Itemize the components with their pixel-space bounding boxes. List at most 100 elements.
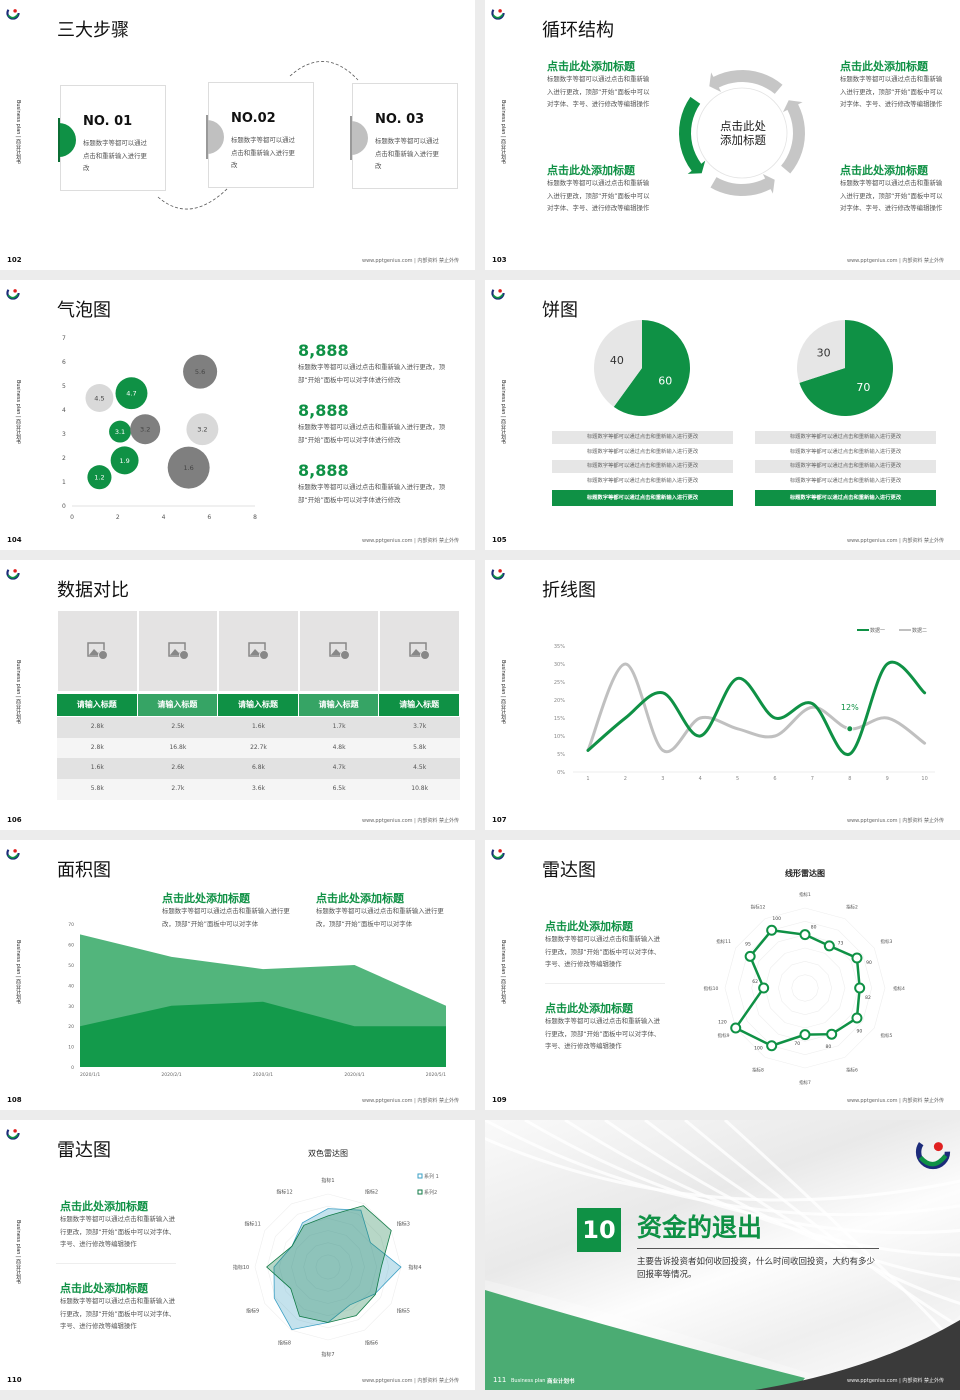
- y-tick-label: 70: [68, 922, 74, 928]
- slide-110[interactable]: 雷达图 Business plan | 商业计划书 110 www.pptgenius…: [0, 1120, 475, 1390]
- icon-plus: [420, 650, 431, 660]
- slide-105[interactable]: 饼图 Business plan | 商业计划书 105 www.pptgenius.…: [485, 280, 960, 550]
- slide-107[interactable]: 折线图 Business plan | 商业计划书 107 www.pptgenius…: [485, 560, 960, 830]
- slide-103[interactable]: 循环结构 Business plan | 商业计划书 103 www.pptgeniu…: [485, 0, 960, 270]
- radar-point: [766, 924, 778, 936]
- table-cell: 4.7k: [298, 758, 380, 780]
- slide-104[interactable]: 气泡图 Business plan | 商业计划书 104 www.pptgenius…: [0, 280, 475, 550]
- pie-label: 70: [856, 381, 870, 394]
- logo-icon: [491, 286, 505, 300]
- step-number: NO.02: [231, 111, 276, 126]
- legend-label: 数据一: [870, 627, 885, 634]
- slide-111[interactable]: 10 资金的退出 主要告诉投资者如何收回投资，什么时间收回投资，大约有多少回报率等情…: [485, 1120, 960, 1390]
- radar-axis-label: 指标10: [704, 985, 719, 992]
- logo-icon: [6, 846, 20, 860]
- legend-label: 系列2: [424, 1189, 437, 1196]
- radar-gridline: [764, 947, 846, 1029]
- logo-leaf: [492, 13, 504, 19]
- section-number: 10: [577, 1208, 621, 1252]
- slide-102[interactable]: 三大步骤 Business plan | 商业计划书 102 www.pptgeniu…: [0, 0, 475, 270]
- page-number: 104: [7, 536, 22, 544]
- radar-axis-label: 指标2: [365, 1189, 378, 1196]
- logo-leaf: [7, 293, 19, 299]
- table-cell: 16.8k: [137, 737, 219, 759]
- bubble-label: 1.9: [119, 457, 129, 465]
- bubble: [167, 446, 210, 489]
- y-tick-label: 15%: [554, 716, 565, 722]
- footer-text: www.pptgenius.com | 内部资料 禁止外传: [361, 1378, 459, 1384]
- radar-gridline: [778, 961, 832, 1015]
- x-tick-label: 2020/3/1: [253, 1072, 273, 1078]
- radar-axis-label: 指标1: [799, 891, 811, 898]
- section-heading: 点击此处添加标题: [545, 1002, 633, 1015]
- section-title: 资金的退出: [637, 1213, 763, 1242]
- radar-axis-label: 指标4: [408, 1264, 421, 1271]
- footer-text: www.pptgenius.com | 内部资料 禁止外传: [846, 1378, 944, 1384]
- logo-leaf: [492, 573, 504, 579]
- y-tick-label: 4: [62, 407, 66, 414]
- pie-legend-row: 标题数字等都可以通过点击和重新输入进行更改: [755, 460, 936, 473]
- table-cell: 2.7k: [137, 779, 219, 800]
- table-cell: 2.8k: [57, 737, 138, 759]
- image-placeholder[interactable]: [219, 611, 298, 691]
- image-add-icon: [167, 642, 189, 660]
- logo-leaf: [918, 1154, 948, 1167]
- logo-dot: [498, 289, 502, 293]
- page-title: 面积图: [57, 860, 111, 881]
- image-add-icon: [87, 642, 108, 660]
- x-tick-label: 8: [848, 776, 851, 782]
- page-title: 循环结构: [542, 20, 614, 41]
- slide-106[interactable]: 数据对比 Business plan | 商业计划书 106 www.pptgeniu…: [0, 560, 475, 830]
- chart-title: 双色雷达图: [308, 1148, 348, 1158]
- x-tick-label: 2020/2/1: [161, 1072, 181, 1078]
- sidebar-label: Business plan | 商业计划书: [15, 660, 21, 725]
- image-placeholder[interactable]: [58, 611, 137, 691]
- page-number: 108: [7, 1096, 22, 1104]
- page-title: 气泡图: [57, 300, 111, 321]
- divider: [545, 983, 665, 984]
- image-placeholder[interactable]: [138, 611, 218, 691]
- y-tick-label: 3: [62, 431, 66, 438]
- bubble-label: 4.5: [94, 395, 104, 403]
- logo-dot: [933, 1142, 943, 1152]
- logo-leaf: [7, 573, 19, 579]
- footer-brand: 商业计划书: [547, 1379, 575, 1385]
- sidebar-label: Business plan | 商业计划书: [500, 660, 506, 725]
- radar-point: [758, 982, 770, 994]
- page-title: 雷达图: [542, 860, 596, 881]
- bubble: [109, 420, 131, 443]
- radar-point: [826, 1028, 838, 1040]
- radar-value-label: 120: [718, 1019, 727, 1025]
- table-cell: 4.5k: [379, 758, 460, 780]
- slide-108[interactable]: 面积图 Business plan | 商业计划书 108 www.pptgenius…: [0, 840, 475, 1110]
- icon-frame: [329, 642, 347, 657]
- bubble-label: 1.6: [183, 464, 193, 472]
- slide-109[interactable]: 雷达图 Business plan | 商业计划书 109 www.pptgenius…: [485, 840, 960, 1110]
- table-cell: 6.5k: [298, 779, 380, 800]
- radar-point: [851, 1012, 863, 1024]
- icon-plus: [339, 650, 350, 660]
- radar-axis-label: 指标4: [893, 985, 905, 992]
- image-placeholder[interactable]: [380, 611, 459, 691]
- dual-radar-chart: 指标1 指标2 指标3 指标4 指标5 指标6 指标7 指标8 指标9 指标10 指标11 指标12 双…: [233, 1148, 439, 1358]
- y-tick-label: 7: [62, 335, 66, 342]
- section-heading: 点击此处添加标题: [547, 60, 635, 73]
- bubble: [130, 414, 161, 445]
- step-text: 标题数字等都可以通过点击和重新输入进行更改: [83, 139, 147, 172]
- footer-text: www.pptgenius.com | 内部资料 禁止外传: [361, 538, 459, 544]
- body-text: 标题数字等都可以通过点击和重新输入进行更改，顶部“开始”面板中可以对字体: [316, 907, 444, 928]
- radar-point: [854, 982, 866, 994]
- pie-slice: [799, 320, 893, 416]
- image-placeholder[interactable]: [299, 611, 379, 691]
- pie-label: 60: [658, 374, 672, 387]
- x-tick-label: 0: [70, 514, 74, 521]
- radar-gridline: [791, 974, 819, 1002]
- column-header: 请输入标题: [379, 694, 460, 716]
- x-tick-label: 6: [773, 776, 776, 782]
- annotation-marker: [846, 725, 854, 733]
- body-text: 标题数字等都可以通过点击和重新输入进行更改，顶部“开始”面板中可以对字体进行修改: [298, 423, 445, 444]
- logo-icon: [491, 6, 505, 20]
- half-circle-marker: [206, 115, 224, 159]
- footer-text: www.pptgenius.com | 内部资料 禁止外传: [846, 258, 944, 264]
- legend-label: 系列 1: [424, 1173, 439, 1180]
